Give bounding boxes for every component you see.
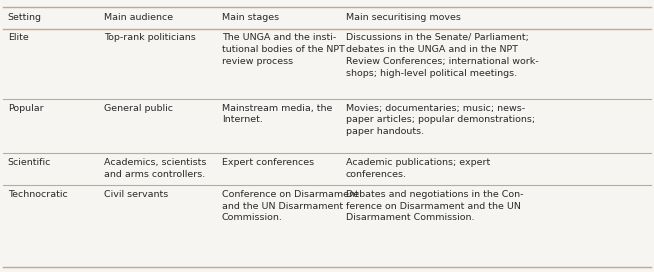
Text: Conference on Disarmament
and the UN Disarmament
Commission.: Conference on Disarmament and the UN Dis… [222,190,358,222]
Text: Debates and negotiations in the Con-
ference on Disarmament and the UN
Disarmame: Debates and negotiations in the Con- fer… [346,190,523,222]
Text: Academic publications; expert
conferences.: Academic publications; expert conference… [346,158,490,178]
Text: Setting: Setting [8,13,42,22]
Text: Movies; documentaries; music; news-
paper articles; popular demonstrations;
pape: Movies; documentaries; music; news- pape… [346,104,535,136]
Text: General public: General public [104,104,173,113]
Text: Top-rank politicians: Top-rank politicians [104,33,196,42]
Text: Technocratic: Technocratic [8,190,67,199]
Text: Expert conferences: Expert conferences [222,158,314,167]
Text: Main audience: Main audience [104,13,173,22]
Text: Main securitising moves: Main securitising moves [346,13,461,22]
Text: The UNGA and the insti-
tutional bodies of the NPT
review process: The UNGA and the insti- tutional bodies … [222,33,345,66]
Text: Main stages: Main stages [222,13,279,22]
Text: Discussions in the Senate/ Parliament;
debates in the UNGA and in the NPT
Review: Discussions in the Senate/ Parliament; d… [346,33,539,78]
Text: Popular: Popular [8,104,43,113]
Text: Academics, scientists
and arms controllers.: Academics, scientists and arms controlle… [104,158,207,178]
Text: Elite: Elite [8,33,29,42]
Text: Scientific: Scientific [8,158,51,167]
Text: Civil servants: Civil servants [104,190,168,199]
Text: Mainstream media, the
Internet.: Mainstream media, the Internet. [222,104,332,124]
